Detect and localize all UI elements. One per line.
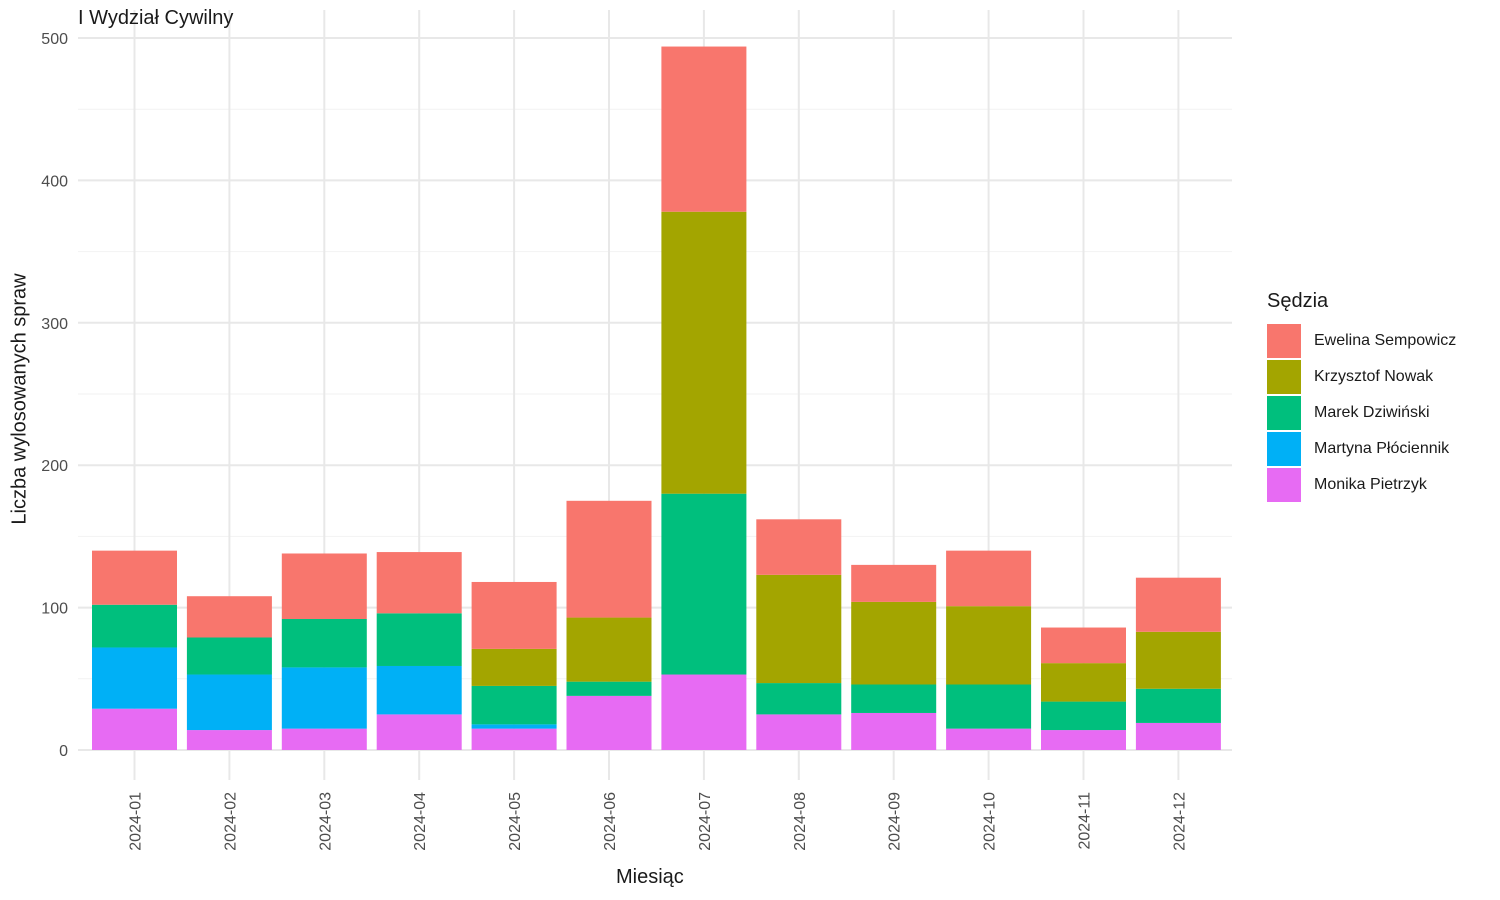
bar-segment [661, 46, 747, 212]
x-tick-label: 2024-09 [887, 792, 904, 851]
bar-segment [376, 665, 462, 715]
legend-label: Krzysztof Nowak [1314, 368, 1434, 385]
bar-segment [1135, 631, 1221, 689]
bar-segment [186, 637, 272, 675]
legend-label: Martyna Płóciennik [1314, 440, 1450, 457]
legend-label: Ewelina Sempowicz [1314, 332, 1457, 349]
y-tick-label: 300 [41, 316, 68, 333]
y-axis-label: Liczba wylosowanych spraw [8, 273, 31, 525]
bar-segment [566, 500, 652, 618]
bar-segment [376, 552, 462, 614]
bar-segment [1135, 577, 1221, 632]
bar-segment [92, 604, 177, 648]
legend-items: Ewelina Sempowicz Krzysztof Nowak Marek Dz… [1267, 323, 1456, 503]
bar-segment [661, 674, 747, 750]
bar-segment [92, 708, 177, 750]
bar-segment [756, 574, 842, 684]
bar-segment [946, 728, 1032, 750]
legend-item: Marek Dziwiński [1267, 395, 1456, 431]
x-axis-ticks: 2024-01 2024-02 2024-03 2024-04 2024-05 2024-… [128, 792, 1189, 851]
x-tick-label: 2024-06 [602, 792, 619, 851]
bar-segment [1041, 627, 1126, 664]
y-tick-label: 0 [59, 743, 68, 760]
legend-key [1267, 468, 1301, 502]
bar-segment [566, 617, 652, 682]
x-tick-label: 2024-01 [128, 792, 145, 851]
legend-label: Marek Dziwiński [1314, 404, 1430, 421]
x-tick-label: 2024-05 [507, 792, 524, 851]
y-tick-label: 100 [41, 601, 68, 618]
bar-segment [281, 667, 367, 729]
bar-segment [471, 648, 557, 686]
legend-item: Krzysztof Nowak [1267, 359, 1456, 395]
bar-segment [946, 550, 1032, 607]
x-axis-label: Miesiąc [616, 866, 684, 888]
legend-item: Monika Pietrzyk [1267, 467, 1456, 503]
x-tick-label: 2024-07 [697, 792, 714, 851]
bar-segment [1135, 688, 1221, 723]
bar-segment [1041, 663, 1126, 702]
legend-key [1267, 396, 1301, 430]
legend-key [1267, 432, 1301, 466]
bar-segment [851, 601, 937, 685]
bar-segment [281, 553, 367, 619]
y-tick-label: 500 [41, 31, 68, 48]
x-tick-label: 2024-02 [222, 792, 239, 851]
x-tick-label: 2024-12 [1171, 792, 1188, 851]
bar-segment [566, 695, 652, 750]
bar-segment [946, 606, 1032, 685]
bar-segment [661, 493, 747, 675]
x-tick-label: 2024-08 [792, 792, 809, 851]
bar-segment [1041, 701, 1126, 731]
bar-segment [1135, 722, 1221, 750]
y-tick-label: 400 [41, 173, 68, 190]
bar-segment [756, 714, 842, 750]
y-axis-ticks: 0 100 200 300 400 500 [41, 31, 68, 760]
bar-segment [946, 684, 1032, 729]
bar-segment [376, 714, 462, 750]
legend-key [1267, 360, 1301, 394]
bar-segment [756, 519, 842, 575]
legend-item: Martyna Płóciennik [1267, 431, 1456, 467]
bar-segment [92, 550, 177, 605]
bar-segment [471, 728, 557, 750]
bar-segment [281, 618, 367, 668]
legend-title: Sędzia [1267, 290, 1329, 312]
legend-key [1267, 324, 1301, 358]
x-tick-label: 2024-10 [982, 792, 999, 851]
y-tick-label: 200 [41, 458, 68, 475]
bar-segment [566, 681, 652, 696]
x-tick-label: 2024-04 [412, 792, 429, 851]
bar-segment [471, 581, 557, 649]
bar-segment [1041, 730, 1126, 750]
legend-item: Ewelina Sempowicz [1267, 323, 1456, 359]
bar-segment [851, 564, 937, 602]
bars [92, 46, 1221, 750]
bar-segment [376, 613, 462, 666]
bar-segment [471, 724, 557, 729]
bar-segment [471, 685, 557, 725]
x-tick-label: 2024-11 [1077, 792, 1094, 850]
x-tick-label: 2024-03 [317, 792, 334, 851]
bar-segment [92, 647, 177, 709]
bar-segment [186, 596, 272, 638]
legend: Sędzia Ewelina Sempowicz Krzysztof Nowak M… [1267, 290, 1456, 503]
chart-title: I Wydział Cywilny [78, 7, 234, 29]
bar-segment [186, 674, 272, 731]
bar-segment [851, 684, 937, 713]
bar-segment [186, 730, 272, 750]
bar-segment [281, 728, 367, 750]
legend-label: Monika Pietrzyk [1314, 476, 1427, 493]
bar-segment [851, 712, 937, 750]
bar-segment [756, 683, 842, 715]
bar-segment [661, 211, 747, 494]
